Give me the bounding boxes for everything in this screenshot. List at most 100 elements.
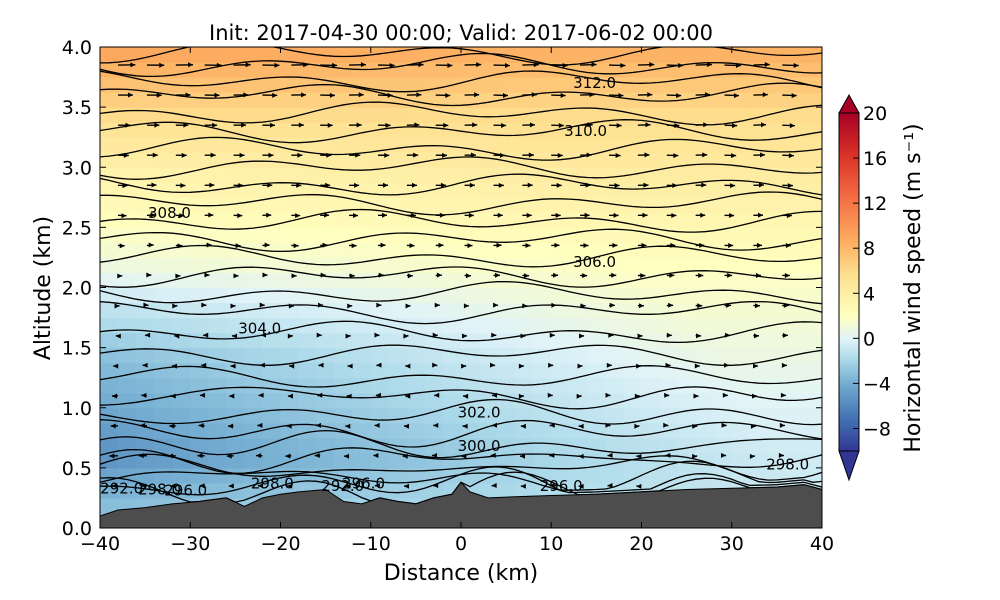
- wind-vector-head: [578, 453, 584, 459]
- wind-vector-head: [113, 363, 119, 369]
- field-cell: [461, 377, 480, 394]
- field-cell: [515, 422, 534, 439]
- wind-vector-head: [703, 122, 709, 128]
- wind-vector-head: [145, 332, 151, 338]
- field-cell: [262, 167, 282, 183]
- field-cell: [677, 332, 697, 349]
- field-cell: [442, 167, 462, 183]
- wind-vector-head: [641, 242, 647, 248]
- field-cell: [749, 302, 769, 319]
- wind-vector-head: [781, 362, 787, 368]
- field-cell: [100, 92, 119, 108]
- field-cell: [587, 197, 606, 213]
- field-cell: [280, 302, 300, 319]
- field-cell: [803, 332, 822, 349]
- wind-vector-head: [583, 242, 589, 248]
- field-cell: [190, 212, 209, 228]
- wind-vector-head: [141, 483, 147, 489]
- field-cell: [641, 467, 661, 484]
- field-cell: [370, 362, 390, 379]
- field-cell: [298, 182, 318, 198]
- wind-vector-head: [701, 182, 707, 188]
- wind-vector-head: [374, 332, 380, 338]
- wind-vector-head: [489, 362, 495, 368]
- wind-vector-head: [502, 92, 508, 98]
- field-cell: [298, 377, 318, 394]
- field-cell: [118, 452, 137, 469]
- field-cell: [713, 77, 733, 93]
- field-cell: [280, 272, 300, 289]
- field-cell: [226, 212, 245, 228]
- field-cell: [388, 392, 408, 409]
- field-cell: [713, 212, 733, 228]
- wind-vector-head: [125, 122, 131, 128]
- field-cell: [641, 257, 661, 274]
- wind-vector-head: [702, 152, 708, 158]
- field-cell: [280, 362, 300, 379]
- field-cell: [623, 47, 643, 63]
- field-cell: [298, 242, 318, 259]
- field-cell: [785, 242, 805, 259]
- field-cell: [226, 272, 245, 289]
- field-cell: [172, 302, 191, 319]
- field-cell: [803, 107, 822, 123]
- field-cell: [731, 317, 751, 334]
- field-cell: [587, 242, 606, 259]
- field-cell: [461, 437, 480, 454]
- wind-vector-head: [586, 152, 592, 158]
- wind-vector-head: [461, 453, 467, 459]
- wind-vector-head: [749, 453, 755, 459]
- field-cell: [280, 347, 300, 364]
- field-cell: [605, 407, 625, 424]
- wind-vector-head: [318, 362, 324, 368]
- wind-vector-head: [403, 423, 409, 429]
- field-cell: [479, 152, 498, 168]
- field-cell: [785, 137, 805, 153]
- wind-vector-head: [212, 122, 218, 128]
- wind-vector-head: [472, 122, 478, 128]
- wind-vector-head: [634, 423, 640, 429]
- field-cell: [118, 332, 137, 349]
- field-cell: [334, 167, 354, 183]
- field-cell: [767, 437, 787, 454]
- field-cell: [424, 197, 444, 213]
- wind-vector-head: [730, 183, 736, 189]
- field-cell: [641, 392, 661, 409]
- field-cell: [442, 407, 462, 424]
- isentrope-line: [100, 82, 822, 107]
- field-cell: [569, 47, 588, 63]
- x-tick-label: 40: [810, 533, 834, 555]
- wind-vector-head: [142, 362, 148, 368]
- field-cell: [208, 92, 227, 108]
- field-cell: [154, 287, 173, 304]
- wind-vector-head: [316, 332, 322, 338]
- field-cell: [659, 107, 679, 123]
- field-cell: [172, 392, 191, 409]
- wind-vector-head: [491, 392, 497, 398]
- wind-vector-head: [555, 212, 561, 218]
- wind-vector-head: [557, 152, 563, 158]
- field-cell: [208, 347, 227, 364]
- wind-vector-head: [758, 212, 764, 218]
- field-cell: [100, 227, 119, 244]
- field-cell: [388, 467, 408, 484]
- field-cell: [659, 332, 679, 349]
- field-cell: [605, 92, 625, 108]
- field-cell: [262, 107, 282, 123]
- field-cell: [388, 257, 408, 274]
- field-cell: [677, 107, 697, 123]
- field-cell: [713, 167, 733, 183]
- field-cell: [118, 197, 137, 213]
- field-cell: [352, 107, 372, 123]
- field-cell: [442, 392, 462, 409]
- wind-vector-head: [384, 152, 390, 158]
- wind-vector-head: [793, 63, 799, 69]
- field-cell: [190, 182, 209, 198]
- field-cell: [154, 317, 173, 334]
- field-cell: [226, 332, 245, 349]
- field-cell: [352, 137, 372, 153]
- wind-vector-head: [259, 302, 265, 308]
- field-cell: [118, 92, 137, 108]
- field-cell: [659, 302, 679, 319]
- field-cell: [731, 407, 751, 424]
